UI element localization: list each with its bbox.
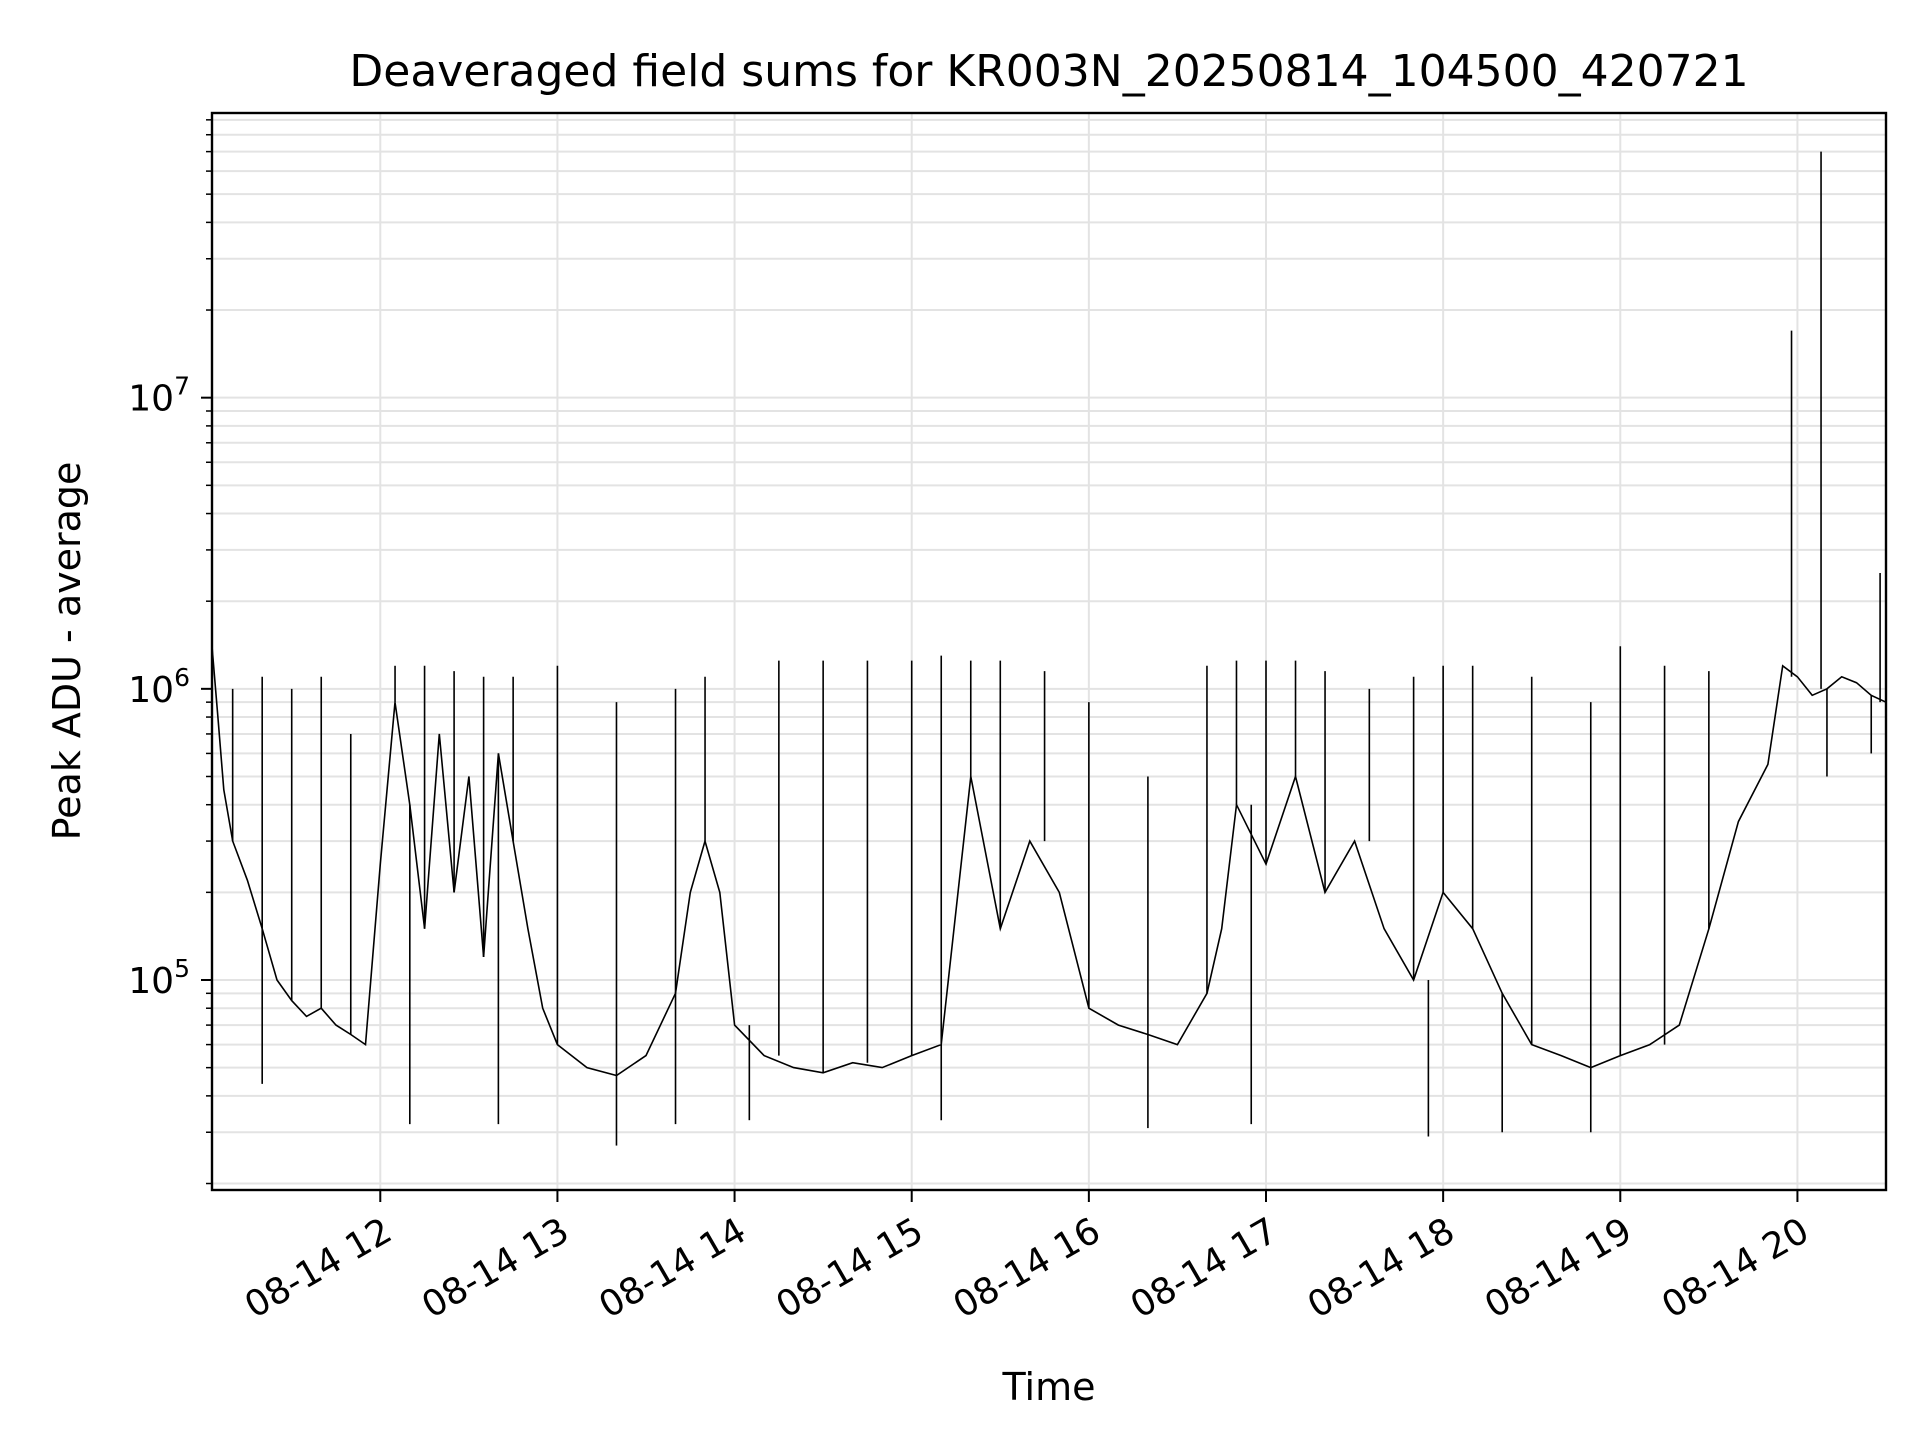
x-tick-label: 08-14 18: [1301, 1210, 1462, 1326]
y-axis-label: Peak ADU - average: [45, 462, 89, 841]
x-tick-label: 08-14 14: [592, 1210, 753, 1326]
x-tick-label: 08-14 13: [415, 1210, 576, 1326]
grid: [212, 113, 1886, 1190]
x-tick-label: 08-14 15: [770, 1210, 931, 1326]
x-tick-label: 08-14 12: [238, 1210, 399, 1326]
plot-frame: [210, 111, 1888, 1192]
y-tick-label: 107: [128, 372, 190, 420]
x-tick-label: 08-14 20: [1655, 1210, 1816, 1326]
x-tick-label: 08-14 19: [1478, 1210, 1639, 1326]
y-tick-label: 106: [128, 663, 190, 711]
series-layer: [211, 151, 1887, 1146]
x-tick-label: 08-14 16: [947, 1210, 1108, 1326]
y-tick-label: 105: [128, 954, 190, 1002]
series-line: [211, 646, 1887, 1077]
x-axis-label: Time: [1002, 1365, 1096, 1409]
x-axis: 08-14 12 08-14 13 08-14 14 08-14 15 08-14 16…: [238, 1190, 1816, 1327]
y-axis: 105 106 107: [128, 119, 212, 1185]
chart-title: Deaveraged field sums for KR003N_2025081…: [349, 46, 1748, 97]
x-tick-label: 08-14 17: [1124, 1210, 1285, 1326]
